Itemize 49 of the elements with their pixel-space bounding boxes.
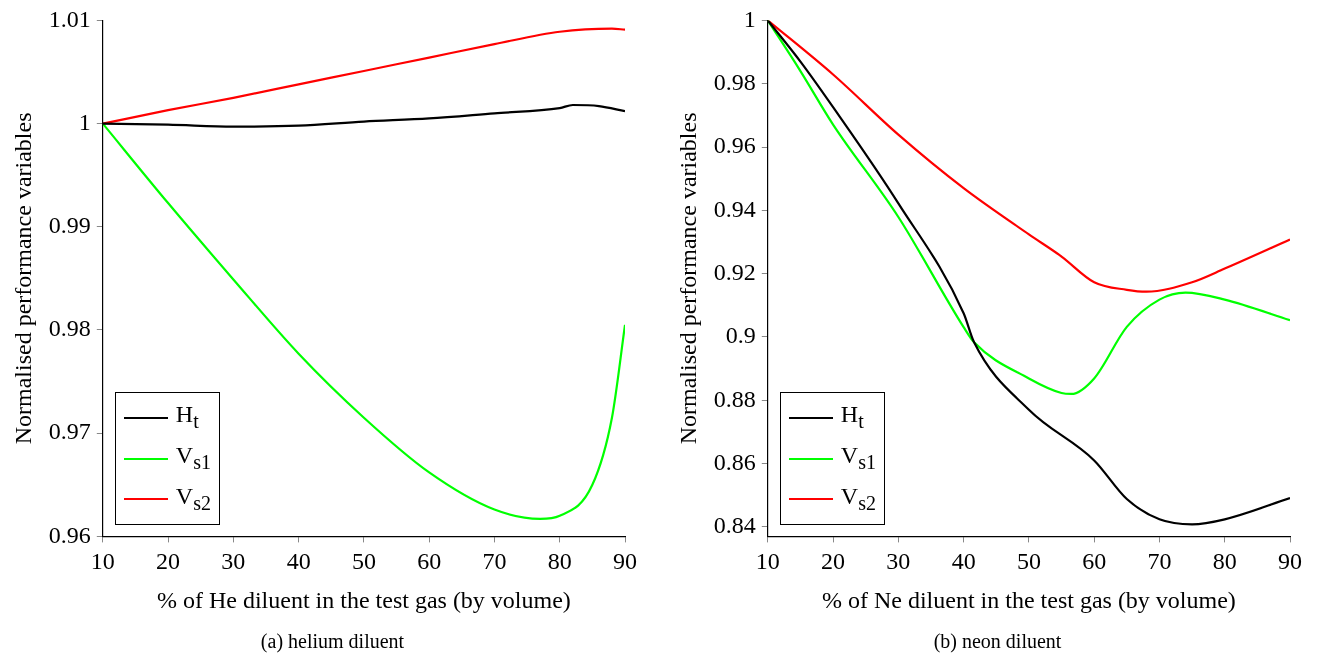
x-tick-label: 90 — [1278, 548, 1302, 575]
text: (a) helium diluent — [259, 630, 406, 653]
line-series — [102, 27, 625, 125]
y-tick-label: 0.84 — [713, 512, 756, 539]
x-tick-label: 30 — [221, 548, 246, 575]
x-tick-label: 30 — [886, 548, 911, 575]
y-tick-label: 0.98 — [713, 69, 756, 96]
x-axis-title: % of Ne diluent in the test gas (by volume) — [821, 586, 1236, 613]
x-tick-label: 40 — [286, 548, 311, 575]
x-tick-label: 40 — [951, 548, 976, 575]
y-tick-label: 0.96 — [713, 132, 756, 159]
legend-label: H$_{t}$ — [840, 400, 864, 435]
y-tick-label: 0.92 — [713, 258, 756, 285]
x-axis-title: % of He diluent in the test gas (by volume) — [156, 586, 571, 613]
x-tick-label: 20 — [821, 548, 846, 575]
x-tick-label: 90 — [613, 548, 637, 575]
line-series — [102, 122, 625, 520]
y-tick-label: 1 — [78, 108, 91, 135]
y-tick-label: 0.86 — [713, 448, 756, 475]
x-tick-label: 80 — [547, 548, 572, 575]
y-axis-title: Normalised performance variables — [674, 112, 701, 445]
y-tick-label: 0.97 — [48, 418, 91, 445]
text: (b) neon diluent — [932, 630, 1063, 653]
x-tick-label: 70 — [482, 548, 507, 575]
legend-label: H$_{t}$ — [175, 400, 199, 435]
x-tick-label: 70 — [1147, 548, 1172, 575]
x-tick-label: 60 — [1082, 548, 1107, 575]
x-tick-label: 50 — [351, 548, 376, 575]
x-tick-label: 50 — [1016, 548, 1041, 575]
y-tick-label: 0.98 — [48, 315, 91, 342]
x-tick-label: 10 — [90, 548, 115, 575]
legend-label: V$_{s2}$ — [840, 482, 876, 516]
line-series — [767, 20, 1290, 396]
x-tick-label: 80 — [1212, 548, 1237, 575]
x-tick-label: 10 — [755, 548, 780, 575]
y-axis-title: Normalised performance variables — [9, 112, 36, 445]
legend-label: V$_{s2}$ — [175, 482, 211, 516]
legend-label: V$_{s1}$ — [840, 441, 876, 475]
y-tick-label: 0.94 — [713, 195, 756, 222]
y-tick-label: 1.01 — [48, 5, 91, 32]
y-tick-label: 1 — [743, 5, 756, 32]
line-series — [767, 20, 1290, 293]
y-tick-label: 0.88 — [713, 385, 756, 412]
x-tick-label: 20 — [156, 548, 181, 575]
y-tick-label: 0.96 — [48, 521, 91, 548]
x-tick-label: 60 — [417, 548, 442, 575]
y-tick-label: 0.9 — [725, 322, 756, 349]
y-tick-label: 0.99 — [48, 212, 91, 239]
legend-label: V$_{s1}$ — [175, 441, 211, 475]
